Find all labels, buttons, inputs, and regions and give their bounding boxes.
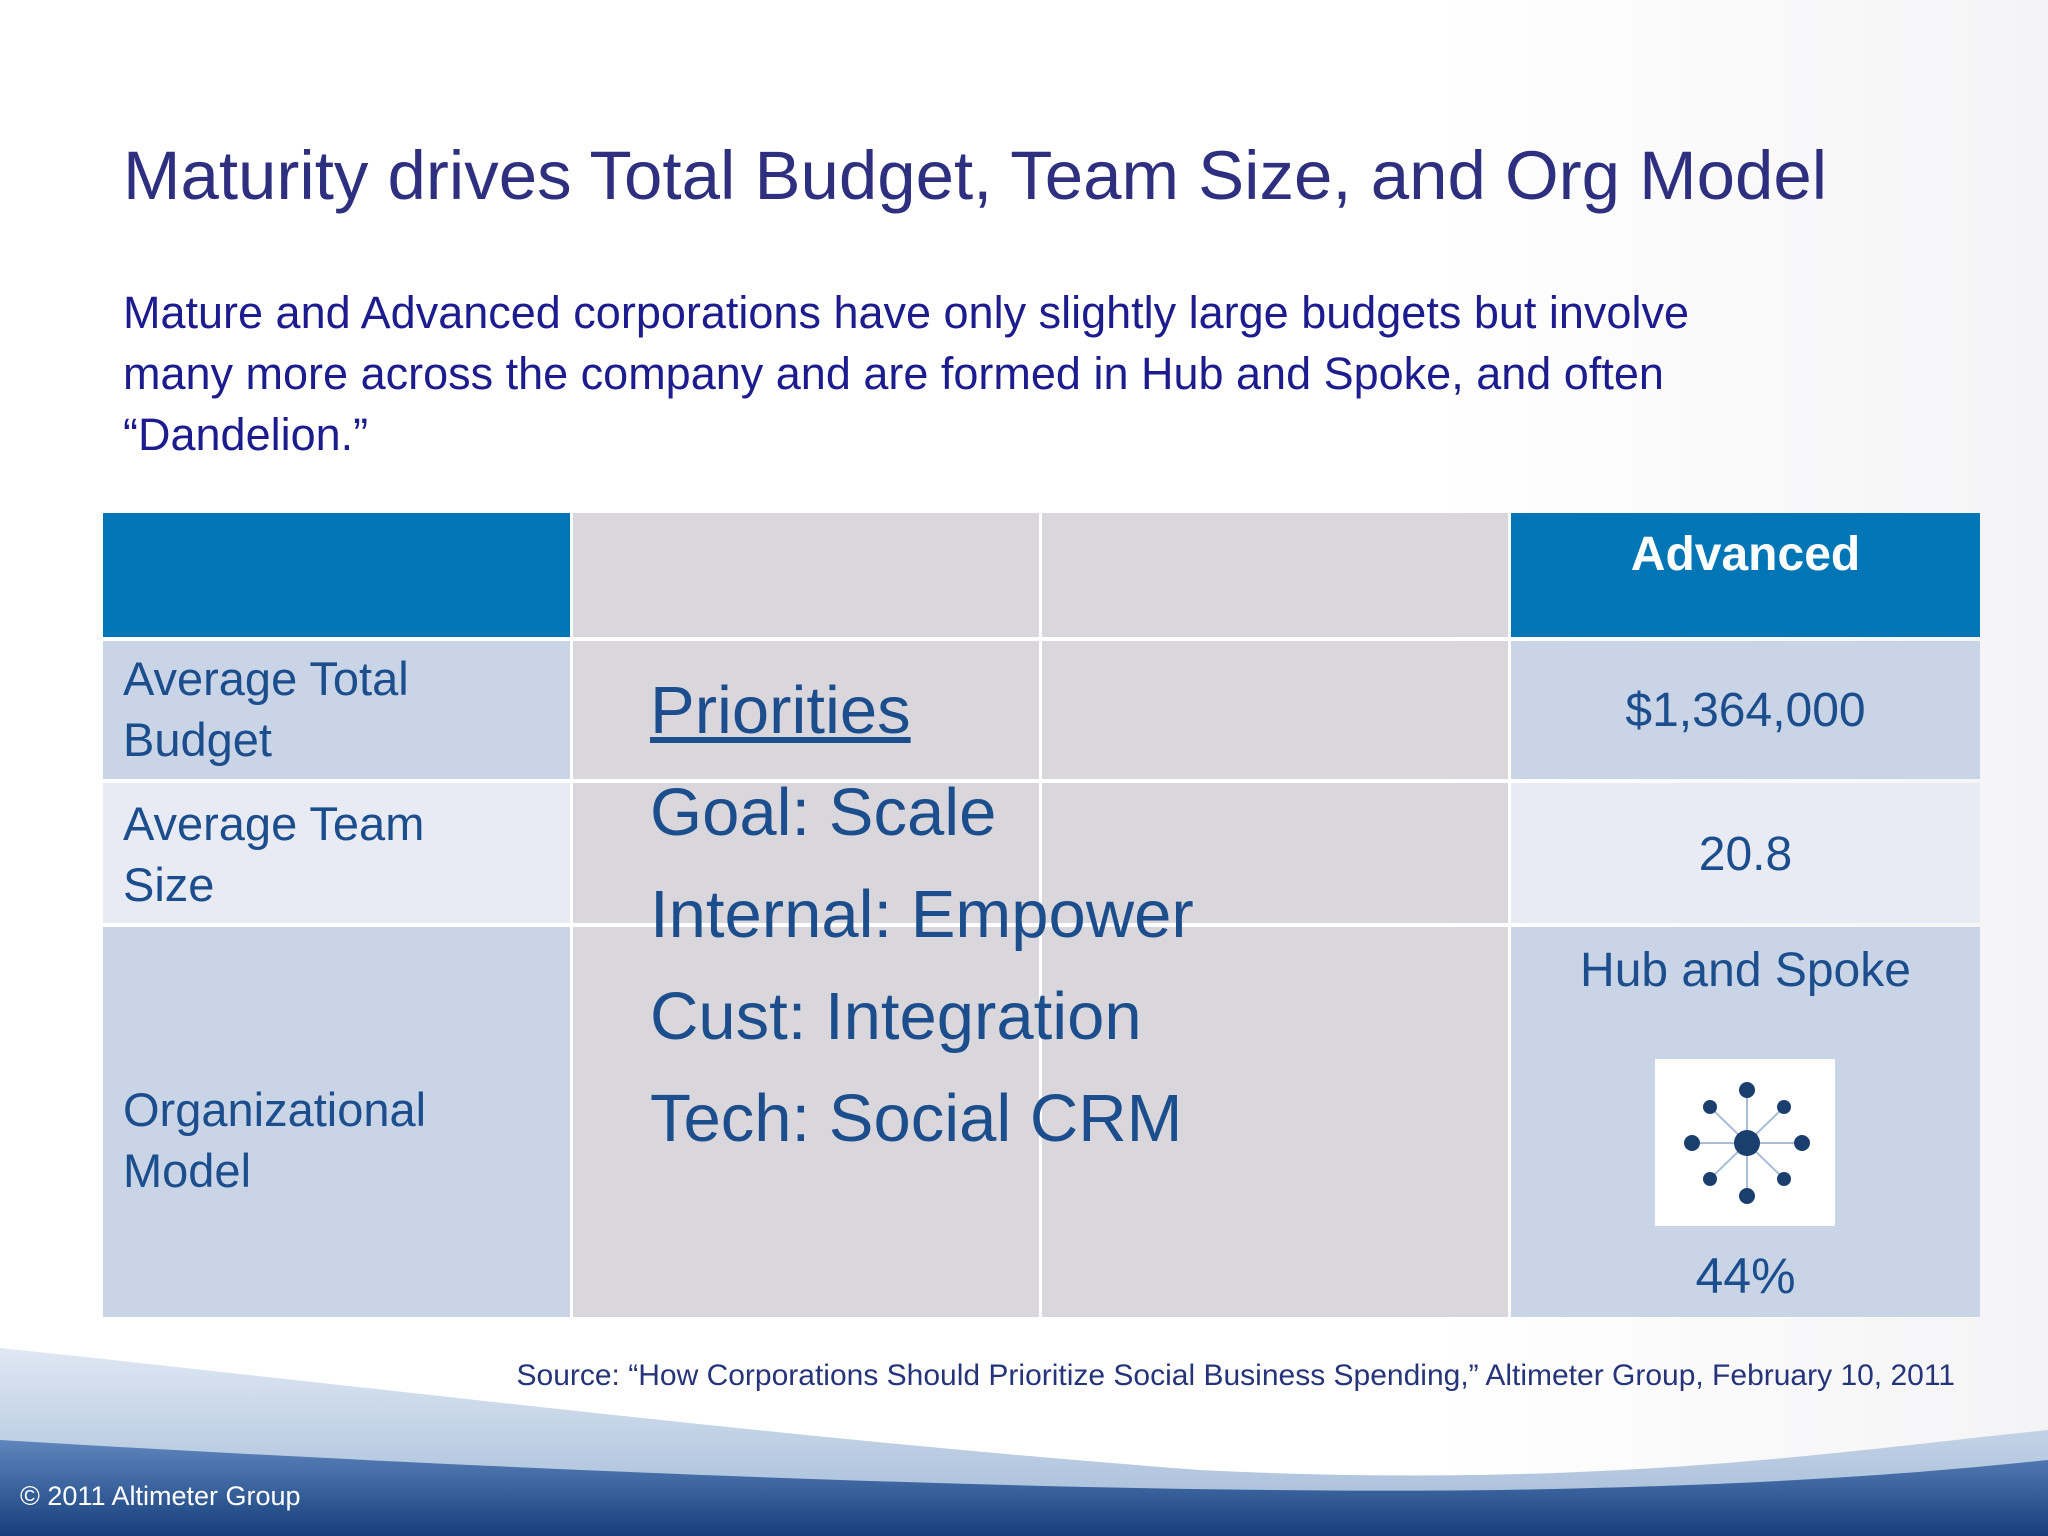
table-cell (573, 783, 1039, 923)
table-cell (573, 641, 1039, 779)
advanced-team-size-value: 20.8 (1511, 783, 1980, 923)
row-label-budget: Average Total Budget (103, 641, 570, 779)
hub-and-spoke-icon (1655, 1059, 1835, 1226)
row-label-line: Organizational (123, 1083, 427, 1136)
table-cell (573, 927, 1039, 1317)
row-label-line: Budget (123, 713, 272, 766)
table-cell (1042, 783, 1508, 923)
org-model-title: Hub and Spoke (1580, 944, 1911, 997)
header-cell-advanced: Advanced (1511, 513, 1980, 637)
table-cell (1042, 641, 1508, 779)
priorities-heading: Priorities (650, 673, 911, 748)
subtitle-line: “Dandelion.” (123, 409, 369, 460)
priority-item: Goal: Scale (650, 775, 997, 850)
maturity-table: Advanced Average Total Budget $1,364,000… (103, 513, 1980, 1317)
header-cell-empty (103, 513, 570, 637)
copyright-text: © 2011 Altimeter Group (20, 1481, 301, 1511)
slide-subtitle: Mature and Advanced corporations have on… (123, 282, 1943, 465)
row-label-line: Average Total (123, 652, 409, 705)
org-model-percent: 44% (1695, 1248, 1796, 1304)
subtitle-line: many more across the company and are for… (123, 348, 1664, 399)
footer-wave (0, 1348, 2048, 1536)
slide-title: Maturity drives Total Budget, Team Size,… (123, 137, 1828, 214)
row-label-line: Model (123, 1144, 252, 1197)
header-cell-gray (1042, 513, 1508, 637)
priorities-overlay: Priorities Goal: Scale Internal: Empower… (650, 660, 1250, 1170)
source-citation: Source: “How Corporations Should Priorit… (516, 1359, 1956, 1392)
row-label-team-size: Average Team Size (103, 783, 570, 923)
row-label-org-model: Organizational Model (103, 927, 570, 1317)
table-cell (1042, 927, 1508, 1317)
subtitle-line: Mature and Advanced corporations have on… (123, 287, 1689, 338)
priority-item: Tech: Social CRM (650, 1081, 1183, 1156)
row-label-line: Average Team (123, 797, 425, 850)
priority-item: Cust: Integration (650, 979, 1142, 1054)
priority-item: Internal: Empower (650, 877, 1194, 952)
header-cell-gray (573, 513, 1039, 637)
row-label-line: Size (123, 858, 215, 911)
advanced-budget-value: $1,364,000 (1511, 641, 1980, 779)
